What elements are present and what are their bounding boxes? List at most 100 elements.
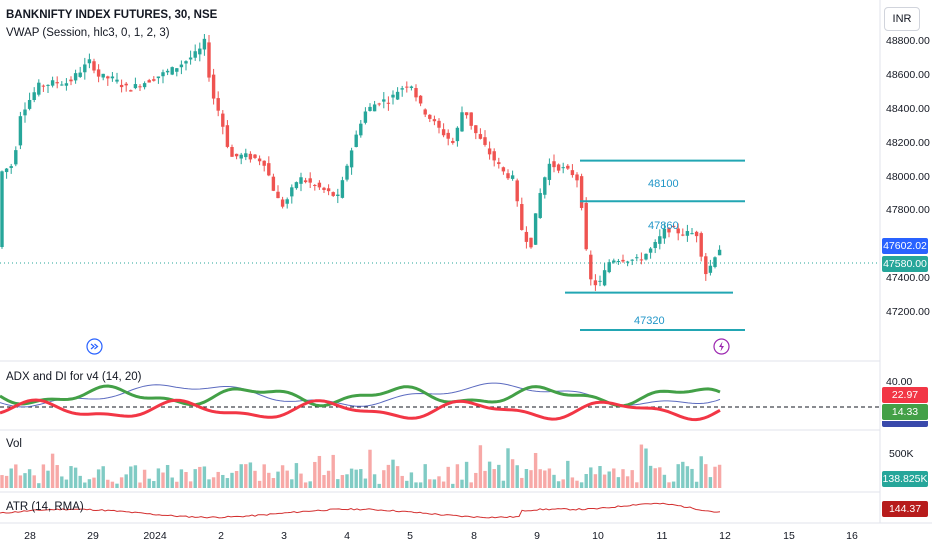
volume-bar — [152, 481, 156, 488]
candle — [584, 197, 588, 251]
candle — [119, 79, 124, 93]
candle — [492, 148, 496, 167]
volume-bar — [340, 475, 345, 488]
candle — [331, 191, 335, 197]
replay-icon[interactable] — [86, 338, 103, 355]
candle — [446, 129, 450, 146]
candle — [625, 260, 630, 267]
candle — [55, 76, 59, 89]
time-axis-label: 3 — [281, 530, 287, 542]
volume-bar — [635, 482, 639, 488]
candle — [644, 253, 648, 261]
volume-bar — [23, 473, 27, 488]
candle — [322, 186, 326, 193]
atr-line — [0, 502, 721, 519]
volume-bar — [253, 470, 257, 488]
candle — [165, 68, 170, 76]
volume-bar — [694, 481, 699, 488]
candle — [391, 90, 395, 105]
volume-bar — [211, 477, 216, 488]
volume-bar — [584, 474, 588, 488]
candle — [653, 239, 657, 254]
level-label-48100: 48100 — [648, 178, 679, 190]
candle — [317, 180, 322, 190]
volume-bar — [405, 480, 409, 488]
volume-bar — [690, 468, 694, 488]
candle — [506, 169, 510, 181]
candle — [658, 229, 662, 250]
volume-bar — [418, 482, 423, 488]
candle — [460, 106, 464, 132]
vwap-legend[interactable]: VWAP (Session, hlc3, 0, 1, 2, 3) — [6, 27, 170, 39]
volume-bar — [299, 473, 303, 488]
candle — [405, 81, 409, 93]
candle — [607, 259, 611, 274]
candle — [685, 224, 690, 242]
volume-bar — [221, 474, 225, 488]
volume-bar — [395, 466, 400, 488]
candle — [368, 103, 372, 112]
candle — [566, 164, 570, 170]
volume-bar — [193, 469, 197, 488]
candle — [483, 130, 487, 147]
candle — [432, 115, 437, 126]
candle — [552, 154, 556, 173]
candle — [142, 81, 147, 90]
volume-bar — [41, 464, 46, 488]
volume-bar — [685, 466, 690, 488]
level-label-47320: 47320 — [634, 315, 665, 327]
symbol-title: BANKNIFTY INDEX FUTURES, 30, NSE — [6, 9, 218, 21]
volume-bar — [579, 482, 584, 488]
volume-bar — [161, 472, 165, 488]
adx-title[interactable]: ADX and DI for v4 (14, 20) — [6, 371, 142, 383]
currency-button[interactable]: INR — [884, 7, 920, 31]
volume-bar — [492, 469, 496, 488]
candle — [156, 76, 161, 84]
candle — [386, 96, 391, 111]
lightning-icon[interactable] — [713, 338, 730, 355]
volume-bar — [331, 454, 335, 488]
volume-bar — [621, 469, 625, 488]
volume-bar — [589, 467, 593, 488]
volume-bar — [69, 466, 73, 488]
candle — [326, 184, 331, 196]
volume-bar — [607, 471, 611, 488]
volume-bar — [708, 477, 713, 488]
adx-axis-tick: 40.00 — [886, 376, 913, 388]
candle — [27, 92, 32, 111]
candle — [188, 50, 193, 65]
candle — [308, 172, 312, 189]
volume-bar — [9, 468, 13, 488]
time-axis-label: 29 — [87, 530, 99, 542]
volume-bar — [119, 477, 124, 488]
volume-title[interactable]: Vol — [6, 438, 22, 450]
candle — [161, 69, 165, 84]
volume-bar — [290, 479, 294, 488]
volume-bar — [73, 467, 78, 488]
volume-bar — [561, 479, 565, 488]
volume-bar — [524, 469, 529, 488]
candle — [713, 256, 717, 269]
volume-bar — [37, 483, 41, 488]
candle — [60, 81, 64, 86]
candle — [50, 76, 55, 88]
atr-title[interactable]: ATR (14, RMA) — [6, 501, 84, 513]
candle — [253, 153, 257, 160]
volume-bar — [349, 468, 354, 488]
time-axis-label: 15 — [783, 530, 795, 542]
volume-bar — [487, 461, 492, 488]
candle — [96, 64, 101, 83]
volume-bar — [239, 464, 243, 488]
candle — [285, 197, 289, 209]
volume-bar — [510, 459, 515, 488]
volume-bar — [198, 466, 202, 488]
volume-bar — [14, 464, 18, 488]
candle — [271, 173, 276, 192]
volume-bar — [497, 464, 501, 488]
volume-bar — [515, 465, 519, 488]
candle — [363, 107, 368, 125]
candle — [469, 112, 473, 130]
candle — [570, 164, 575, 178]
candle — [152, 76, 156, 82]
